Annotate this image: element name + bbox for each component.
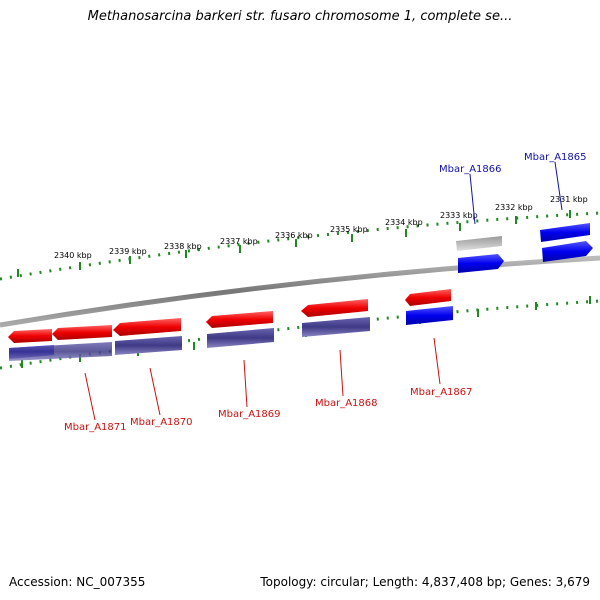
gene-feature[interactable] xyxy=(456,236,502,251)
chromosome-backbone xyxy=(0,255,600,328)
gene-label[interactable]: Mbar_A1868 xyxy=(315,398,378,409)
gene-label[interactable]: Mbar_A1869 xyxy=(218,409,281,420)
forward-features xyxy=(456,223,593,273)
cds-feature[interactable] xyxy=(542,241,593,262)
label-leaders xyxy=(84,161,563,421)
gene-labels: Mbar_A1871 Mbar_A1870 Mbar_A1869 Mbar_A1868… xyxy=(64,152,587,433)
gene-label[interactable]: Mbar_A1865 xyxy=(524,152,587,163)
gene-label[interactable]: Mbar_A1866 xyxy=(439,164,502,175)
cds-feature[interactable] xyxy=(113,318,181,336)
topology-summary: Topology: circular; Length: 4,837,408 bp… xyxy=(260,575,590,589)
ruler-label: 2337 kbp xyxy=(220,237,258,246)
ruler-label: 2334 kbp xyxy=(385,218,423,227)
gene-label[interactable]: Mbar_A1871 xyxy=(64,422,127,433)
ruler-label: 2335 kbp xyxy=(330,225,368,234)
map-title: Methanosarcina barkeri str. fusaro chrom… xyxy=(87,9,513,24)
ruler-labels: 2340 kbp 2339 kbp 2338 kbp 2337 kbp 2336 kbp… xyxy=(54,195,588,260)
gene-feature[interactable] xyxy=(207,328,274,348)
gene-label[interactable]: Mbar_A1870 xyxy=(130,417,193,428)
ruler-label: 2332 kbp xyxy=(495,203,533,212)
accession-text: Accession: NC_007355 xyxy=(9,575,146,589)
ruler-label: 2331 kbp xyxy=(550,195,588,204)
cds-feature[interactable] xyxy=(458,254,504,273)
cds-feature[interactable] xyxy=(8,329,52,343)
cds-feature[interactable] xyxy=(405,289,451,306)
cds-feature[interactable] xyxy=(52,325,112,340)
cds-feature[interactable] xyxy=(301,299,368,317)
gene-label[interactable]: Mbar_A1867 xyxy=(410,387,473,398)
ruler-label: 2340 kbp xyxy=(54,251,92,260)
reverse-features xyxy=(8,289,453,361)
cds-feature[interactable] xyxy=(540,223,590,242)
gene-feature[interactable] xyxy=(9,342,112,361)
gene-feature[interactable] xyxy=(115,336,182,355)
ruler-label: 2338 kbp xyxy=(164,242,202,251)
cds-feature[interactable] xyxy=(206,311,273,328)
cds-feature[interactable] xyxy=(406,306,453,325)
gene-feature[interactable] xyxy=(302,317,370,337)
ruler-label: 2336 kbp xyxy=(275,231,313,240)
ruler-label: 2333 kbp xyxy=(440,211,478,220)
ruler-track-outer xyxy=(0,211,600,281)
ruler-label: 2339 kbp xyxy=(109,247,147,256)
